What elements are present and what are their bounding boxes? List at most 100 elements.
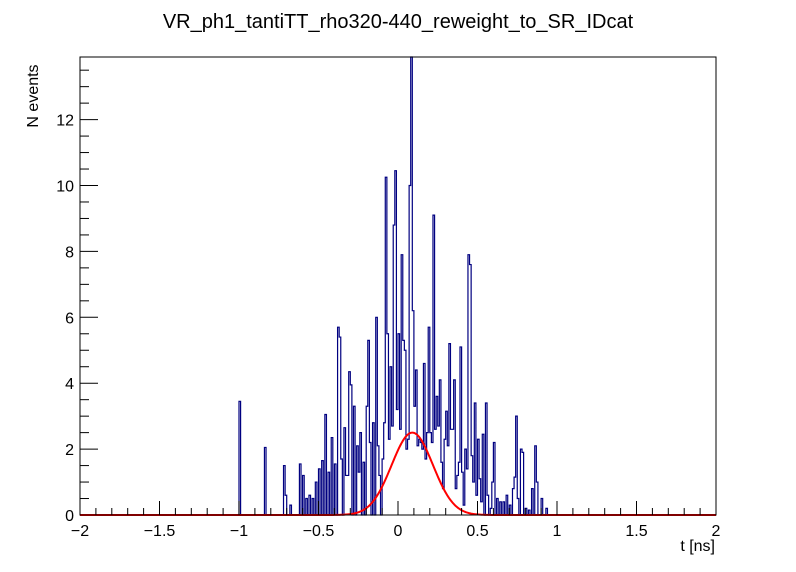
y-tick-label: 0: [65, 508, 74, 525]
histogram-bin: [325, 415, 327, 516]
y-axis-label: N events: [25, 64, 42, 127]
histogram-bin: [473, 482, 475, 515]
histogram-bin: [471, 456, 473, 515]
x-tick-label: −1: [230, 523, 248, 540]
x-tick-label: 1.5: [625, 523, 647, 540]
y-tick-label: 8: [65, 244, 74, 261]
histogram-bin: [535, 446, 537, 515]
histogram-bin: [516, 416, 518, 515]
x-tick-label: −0.5: [303, 523, 335, 540]
histogram-bin: [447, 446, 449, 515]
histogram-bin: [360, 433, 362, 515]
histogram-bin: [520, 449, 522, 515]
histogram-bin: [315, 482, 317, 515]
histogram-bin: [403, 340, 405, 515]
histogram-bin: [412, 311, 414, 515]
histogram-bin: [264, 447, 266, 515]
y-axis: 0 2 4 6 8 10 12: [56, 69, 98, 525]
histogram-bin: [328, 472, 330, 515]
histogram-bin: [436, 396, 438, 515]
x-tick-label: −1.5: [144, 523, 176, 540]
histogram-bin: [506, 495, 508, 515]
histogram-bin: [438, 426, 440, 515]
histogram-bin: [338, 327, 340, 515]
histogram-bin: [395, 171, 397, 515]
histogram-bin: [368, 340, 370, 515]
histogram-bin: [363, 462, 365, 515]
histogram-bin: [430, 433, 432, 515]
histogram-bin: [493, 443, 495, 515]
histogram-bin: [339, 337, 341, 515]
histogram-bin: [482, 434, 484, 515]
histogram-bin: [376, 317, 378, 515]
histogram-bin: [401, 255, 403, 515]
histogram-bin: [357, 446, 359, 515]
histogram-bin: [392, 426, 394, 515]
histogram-bin: [417, 446, 419, 515]
y-tick-label: 4: [65, 376, 74, 393]
x-axis: −2 −1.5 −1 −0.5 0 0.5 1 1.5 2: [71, 501, 721, 540]
histogram-bin: [503, 502, 505, 515]
histogram-bin: [353, 406, 355, 515]
histogram-bin: [479, 479, 481, 515]
histogram-bin: [474, 403, 476, 515]
histogram-bin: [512, 489, 514, 515]
histogram-bin: [385, 177, 387, 515]
histogram-bin: [393, 225, 395, 515]
histogram-bin: [366, 406, 368, 515]
histogram-bin: [406, 449, 408, 515]
histogram-bin: [466, 469, 468, 515]
histogram-bin: [428, 327, 430, 515]
histogram-bin: [532, 489, 534, 515]
y-tick-label: 12: [56, 113, 74, 130]
histogram-bin: [423, 363, 425, 515]
histogram-bin: [427, 433, 429, 515]
y-tick-label: 2: [65, 442, 74, 459]
histogram-bin: [331, 438, 333, 515]
histogram-bin: [341, 459, 343, 515]
histogram-bin: [411, 57, 413, 515]
histogram-bin: [415, 370, 417, 515]
histogram-bin: [322, 461, 324, 515]
histogram-bin: [500, 502, 502, 515]
histogram-bin: [334, 464, 336, 515]
histogram-bin: [441, 462, 443, 515]
histogram-bin: [460, 347, 462, 515]
x-axis-label: t [ns]: [680, 538, 715, 555]
histogram-bin: [309, 495, 311, 515]
chart-title: VR_ph1_tantiTT_rho320-440_reweight_to_SR…: [163, 11, 634, 33]
histogram-bin: [347, 475, 349, 515]
histogram-bin: [306, 499, 308, 515]
histogram-bin: [390, 367, 392, 515]
y-tick-label: 6: [65, 310, 74, 327]
histogram-bin: [414, 406, 416, 515]
histogram-bin: [404, 350, 406, 515]
histogram-bin: [514, 477, 516, 515]
histogram-bin: [470, 265, 472, 515]
histogram-bin: [349, 372, 351, 515]
histogram-bin: [408, 439, 410, 515]
histogram-bin: [536, 482, 538, 515]
histogram-bin: [517, 499, 519, 515]
histogram-bin: [454, 380, 456, 515]
histogram-bin: [344, 428, 346, 515]
histogram-bin: [485, 403, 487, 515]
histogram-bin: [487, 495, 489, 515]
histogram-bin: [388, 439, 390, 515]
histogram-bin: [312, 499, 314, 515]
histogram-bin: [444, 439, 446, 515]
x-tick-label: −2: [71, 523, 89, 540]
histogram-bin: [398, 334, 400, 515]
histogram-bin: [379, 475, 381, 515]
x-tick-label: 1: [553, 523, 562, 540]
histogram-bin: [384, 423, 386, 515]
histogram-bin: [439, 380, 441, 515]
plot-area: [80, 56, 716, 516]
histogram-bin: [522, 452, 524, 515]
histogram-bin: [290, 505, 292, 515]
histogram-bin: [449, 344, 451, 515]
x-tick-label: 0: [394, 523, 403, 540]
histogram-bin: [358, 472, 360, 515]
histogram-bin: [465, 449, 467, 515]
plot-frame: [79, 56, 717, 516]
